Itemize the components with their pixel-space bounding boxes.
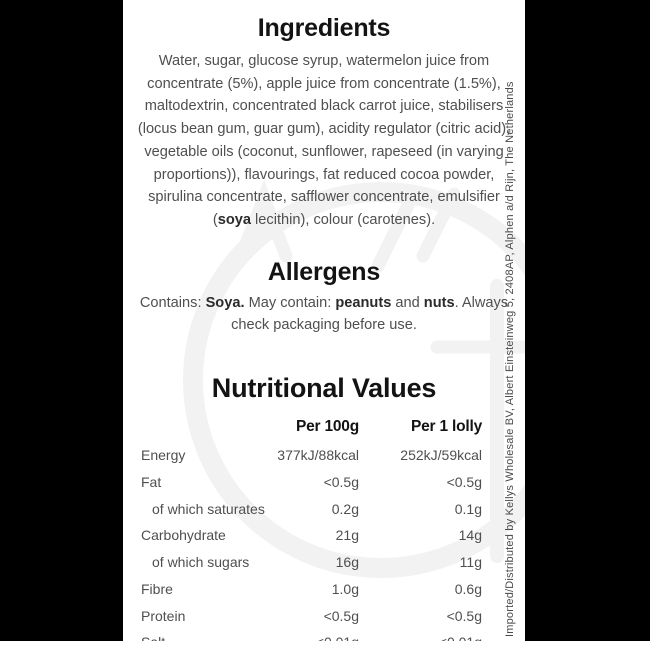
table-row-energy: Energy 377kJ/88kcal 252kJ/59kcal — [141, 442, 482, 469]
table-row-fat: Fat <0.5g <0.5g — [141, 469, 482, 496]
row-label: Energy — [141, 447, 186, 464]
table-row-carbohydrate: Carbohydrate 21g 14g — [141, 522, 482, 549]
ingredients-bold-soya: soya — [217, 211, 251, 228]
value-per-100g: 377kJ/88kcal — [277, 447, 359, 464]
table-row-saturates: of which saturates 0.2g 0.1g — [141, 495, 482, 522]
table-row-protein: Protein <0.5g <0.5g — [141, 602, 482, 629]
allergens-text-part: . Always check packaging before use. — [231, 294, 509, 334]
importer-address-vertical: Imported/Distributed by Kellys Wholesale… — [504, 81, 516, 637]
value-per-100g: <0.01g — [265, 634, 359, 641]
value-per-100g: 1.0g — [331, 580, 359, 597]
value-per-lolly: 0.1g — [454, 500, 482, 517]
ingredients-text-part: lecithin), colour (carotenes). — [251, 211, 436, 228]
row-label: of which saturates — [152, 500, 265, 517]
value-per-lolly: 0.6g — [454, 580, 482, 597]
ingredients-title: Ingredients — [257, 14, 391, 42]
value-per-lolly: 14g — [458, 527, 482, 544]
allergens-title: Allergens — [267, 257, 381, 286]
col-header-per-lolly: Per 1 lolly — [410, 418, 482, 436]
value-per-100g: 0.2g — [331, 500, 359, 517]
row-label: of which sugars — [152, 554, 250, 571]
allergens-text-part: and — [391, 294, 424, 311]
value-per-lolly: <0.5g — [446, 607, 482, 624]
value-per-lolly: <0.5g — [446, 474, 482, 491]
nutrition-title: Nutritional Values — [211, 373, 437, 404]
table-row-salt: Salt <0.01g <0.01g — [141, 629, 482, 641]
value-per-lolly: 11g — [459, 554, 482, 571]
row-label: Carbohydrate — [141, 527, 226, 544]
brand-watermark — [183, 180, 525, 578]
background-right-bar — [525, 0, 650, 641]
allergens-bold-soya: Soya. — [205, 294, 245, 311]
ingredients-text-part: Water, sugar, glucose syrup, watermelon … — [137, 53, 511, 228]
row-label: Protein — [141, 607, 186, 624]
row-label: Fibre — [141, 580, 173, 597]
value-per-lolly: 252kJ/59kcal — [400, 447, 482, 464]
row-label: Fat — [141, 474, 162, 491]
ingredients-text: Water, sugar, glucose syrup, watermelon … — [131, 50, 517, 232]
allergens-text: Contains: Soya. May contain: peanuts and… — [126, 292, 522, 337]
value-per-100g: 16g — [335, 554, 359, 571]
value-per-lolly: <0.01g — [359, 634, 482, 641]
allergens-bold-peanuts: peanuts — [335, 294, 392, 311]
col-header-per-100g: Per 100g — [295, 418, 359, 436]
table-row-fibre: Fibre 1.0g 0.6g — [141, 575, 482, 602]
table-row-sugars: of which sugars 16g 11g — [141, 549, 482, 576]
value-per-100g: 21g — [335, 527, 359, 544]
nutrition-table: Per 100g Per 1 lolly Energy 377kJ/88kcal… — [141, 414, 482, 641]
nutrition-table-header: Per 100g Per 1 lolly — [141, 414, 482, 436]
allergens-text-part: Contains: — [139, 294, 206, 311]
value-per-100g: <0.5g — [323, 474, 359, 491]
label-panel: Ingredients Water, sugar, glucose syrup,… — [123, 0, 525, 641]
allergens-bold-nuts: nuts — [423, 294, 455, 311]
background-left-bar — [0, 0, 123, 641]
value-per-100g: <0.5g — [323, 607, 359, 624]
row-label: Salt — [141, 634, 265, 641]
allergens-text-part: May contain: — [244, 294, 336, 311]
